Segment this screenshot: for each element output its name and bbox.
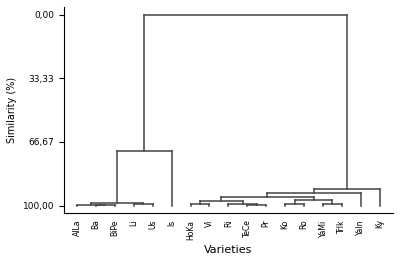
X-axis label: Varieties: Varieties <box>204 245 252 255</box>
Y-axis label: Similarity (%): Similarity (%) <box>7 77 17 143</box>
